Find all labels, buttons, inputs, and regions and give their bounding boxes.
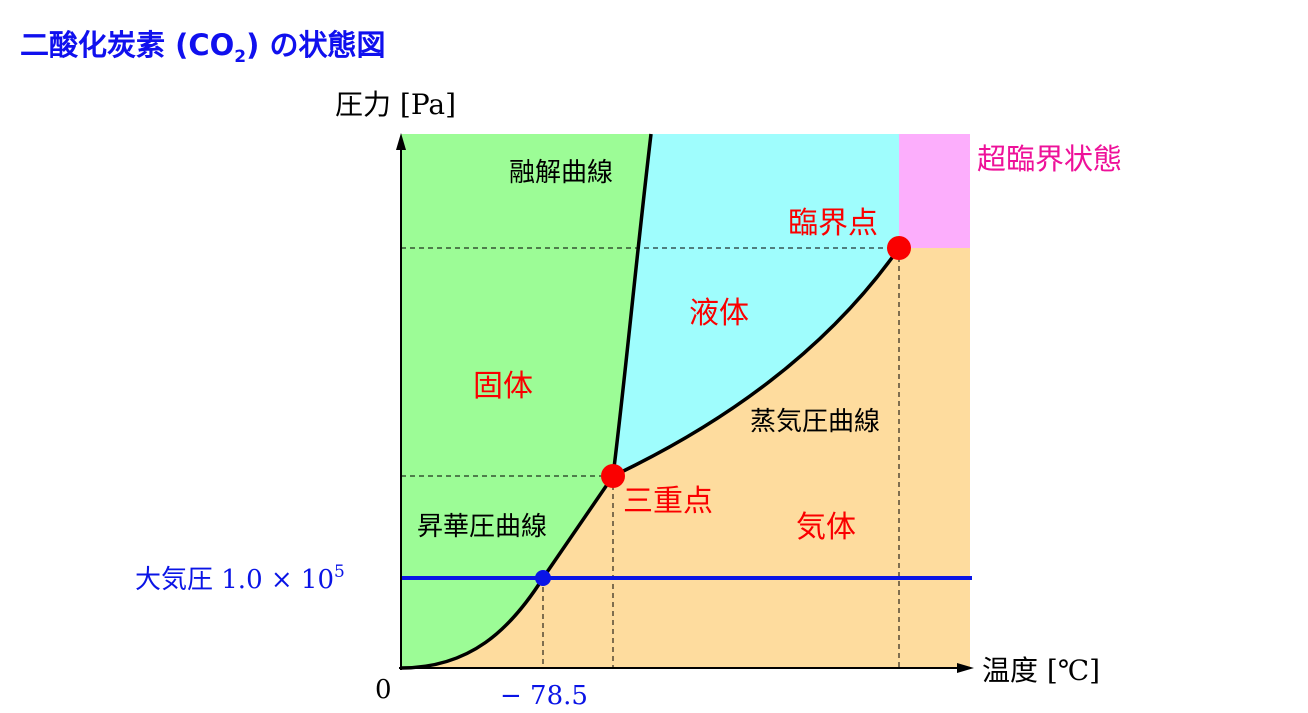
triple-point-label: 三重点 [623, 484, 713, 519]
atmosphere-label-exponent: 5 [334, 562, 345, 582]
vapor-curve-label: 蒸気圧曲線 [750, 407, 880, 437]
sublimation-curve [400, 475, 615, 670]
liquid-label: 液体 [689, 296, 749, 331]
title-subscript: 2 [234, 46, 247, 67]
critical-point [887, 236, 911, 260]
sublimation-curve-label: 昇華圧曲線 [417, 512, 547, 542]
solid-region [401, 134, 651, 668]
melting-curve [611, 133, 653, 477]
guide-lines [401, 247, 900, 668]
x-axis-arrow-icon [957, 663, 974, 673]
atmosphere-label: 大気圧 1.0 × 105 [135, 562, 345, 595]
origin-label: 0 [375, 675, 392, 705]
atmosphere-label-text: 大気圧 1.0 × 10 [135, 565, 334, 595]
gas-label: 気体 [796, 510, 856, 545]
x-axis-label: 温度 [℃] [982, 654, 1100, 687]
y-axis-label: 圧力 [Pa] [335, 88, 456, 121]
supercritical-label: 超臨界状態 [977, 142, 1122, 176]
atmosphere-point [535, 570, 551, 586]
gas-region [401, 248, 970, 668]
title-suffix: ) の状態図 [246, 28, 386, 62]
x-tick-label: − 78.5 [500, 681, 588, 711]
critical-point-label: 臨界点 [788, 206, 878, 241]
solid-label: 固体 [473, 369, 533, 404]
axes [396, 133, 974, 673]
liquid-region [613, 134, 899, 476]
melting-curve-label: 融解曲線 [509, 158, 613, 188]
page-title: 二酸化炭素 (CO2) の状態図 [20, 22, 386, 67]
triple-point [601, 464, 625, 488]
title-prefix: 二酸化炭素 (CO [20, 28, 235, 62]
supercritical-region [899, 134, 970, 248]
phase-curves [400, 133, 901, 670]
vapor-pressure-curve [612, 246, 901, 478]
y-axis-arrow-icon [396, 133, 406, 150]
